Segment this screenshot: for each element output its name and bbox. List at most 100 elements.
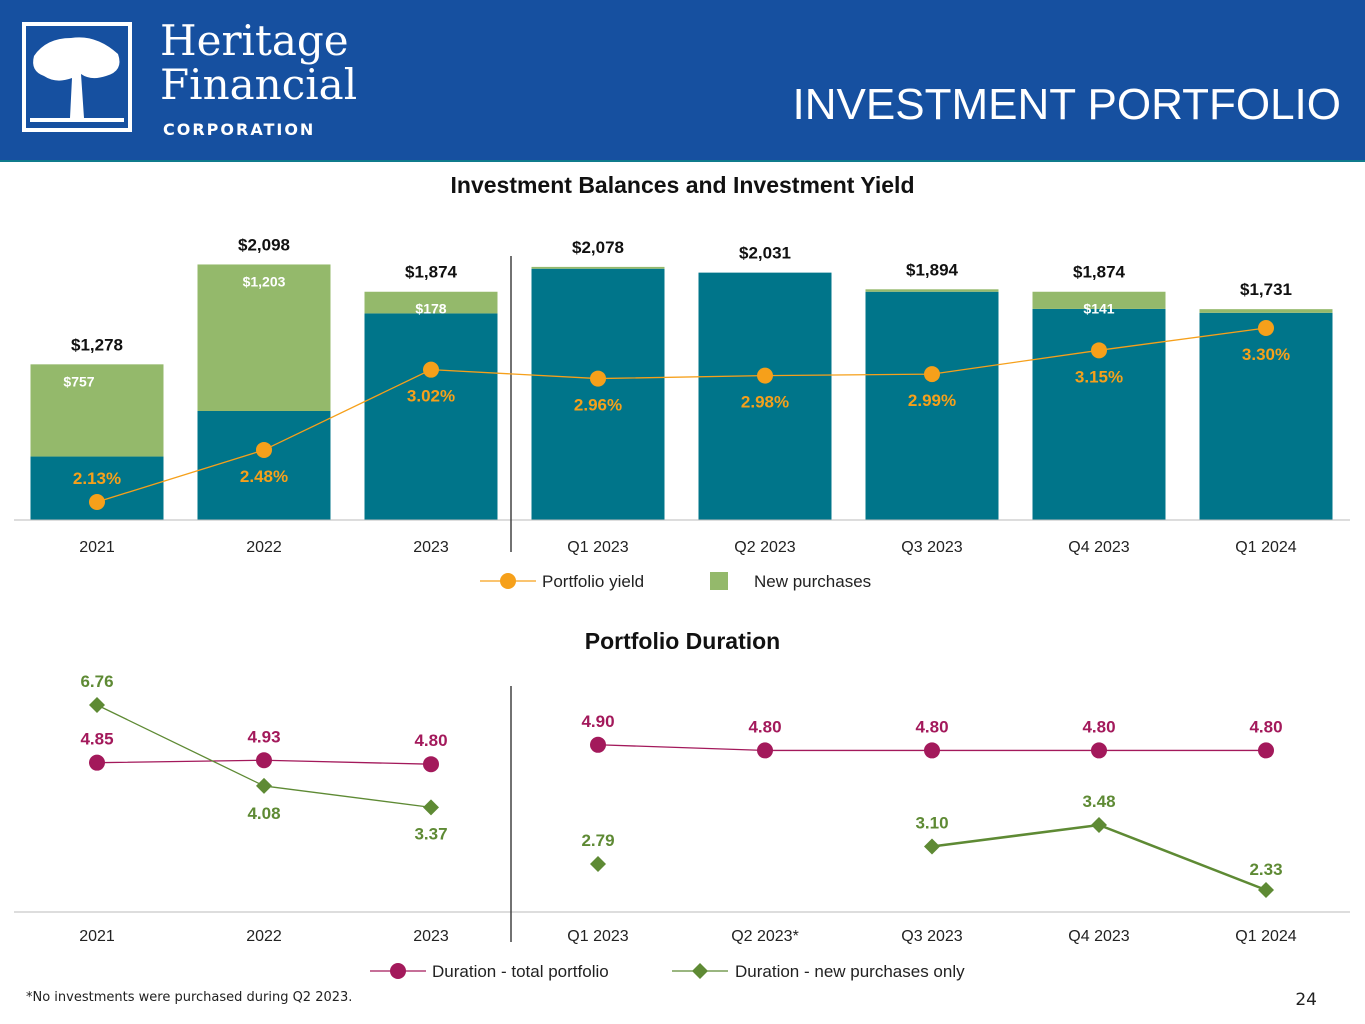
bar-total-label: $2,031 — [739, 244, 791, 263]
bar-total-label: $1,731 — [1240, 280, 1292, 299]
total-duration-label: 4.85 — [80, 730, 113, 749]
x-tick-label: 2023 — [413, 928, 449, 945]
total-duration-point — [1091, 742, 1107, 759]
yield-label: 2.96% — [574, 396, 622, 415]
bar-new-purchases — [30, 364, 164, 457]
x-tick-label: 2023 — [413, 539, 449, 556]
bar-new-purchases — [197, 264, 331, 411]
total-duration-point — [924, 742, 940, 759]
x-tick-label: Q1 2024 — [1235, 539, 1296, 556]
total-duration-point — [89, 754, 105, 771]
yield-point — [590, 370, 606, 387]
bar-balance — [865, 291, 999, 520]
yield-label: 3.30% — [1242, 345, 1290, 364]
yield-point — [757, 367, 773, 384]
new-purchase-label: 4.08 — [247, 804, 280, 823]
bar-purchase-label: $141 — [1083, 301, 1114, 317]
legend-new-label: Duration - new purchases only — [735, 962, 965, 981]
legend-total-label: Duration - total portfolio — [432, 962, 609, 981]
header: Heritage Financial CORPORATION INVESTMEN… — [0, 0, 1365, 162]
bar-balance — [1032, 308, 1166, 520]
yield-label: 3.15% — [1075, 367, 1123, 386]
new-purchase-label: 6.76 — [80, 672, 113, 691]
bar-total-label: $2,078 — [572, 238, 624, 257]
bar-purchase-label: $757 — [63, 373, 94, 389]
new-purchase-point — [590, 856, 606, 872]
bar-total-label: $1,278 — [71, 335, 123, 354]
page-title: INVESTMENT PORTFOLIO — [792, 80, 1341, 129]
bar-new-purchases — [1032, 291, 1166, 309]
new-purchase-point — [1091, 817, 1107, 834]
tree-logo-icon — [22, 22, 132, 132]
new-purchase-point — [1258, 881, 1274, 898]
yield-label: 2.99% — [908, 391, 956, 410]
bar-balance — [364, 313, 498, 520]
x-tick-label: 2022 — [246, 928, 282, 945]
new-purchase-label: 3.37 — [414, 824, 447, 843]
bar-total-label: $1,894 — [906, 260, 959, 279]
legend-purchases-swatch — [710, 572, 728, 590]
new-purchase-point — [89, 697, 105, 713]
yield-point — [1258, 320, 1274, 337]
new-purchase-point — [423, 799, 439, 816]
bar-new-purchases — [364, 291, 498, 314]
x-tick-label: 2022 — [246, 539, 282, 556]
total-duration-point — [590, 736, 606, 753]
x-tick-label: 2021 — [79, 928, 115, 945]
x-tick-label: Q1 2023 — [567, 539, 628, 556]
new-purchase-label: 2.79 — [581, 831, 614, 850]
bar-purchase-label: $178 — [415, 301, 446, 317]
bar-balance — [531, 268, 665, 520]
total-duration-label: 4.80 — [915, 717, 948, 736]
bar-new-purchases — [865, 289, 999, 292]
new-purchase-label: 3.48 — [1082, 792, 1115, 811]
bar-purchase-label: $1,203 — [243, 273, 286, 289]
total-duration-point — [256, 752, 272, 769]
page-number: 24 — [1295, 990, 1317, 1010]
yield-point — [256, 441, 272, 458]
legend-yield-label: Portfolio yield — [542, 572, 644, 591]
bar-balance — [698, 272, 832, 520]
legend-purchases-label: New purchases — [754, 572, 871, 591]
total-duration-label: 4.80 — [1082, 717, 1115, 736]
total-duration-label: 4.93 — [247, 727, 280, 746]
x-tick-label: Q1 2023 — [567, 928, 628, 945]
x-tick-label: Q2 2023* — [731, 928, 799, 945]
new-purchase-label: 3.10 — [915, 813, 948, 832]
yield-point — [1091, 342, 1107, 359]
x-tick-label: Q4 2023 — [1068, 928, 1129, 945]
chart-title-balances: Investment Balances and Investment Yield — [450, 172, 915, 198]
bar-total-label: $2,098 — [238, 235, 290, 254]
brand-subtitle: CORPORATION — [163, 120, 316, 139]
total-duration-label: 4.80 — [748, 717, 781, 736]
bar-balance — [30, 456, 164, 520]
x-tick-label: Q4 2023 — [1068, 539, 1129, 556]
total-duration-label: 4.80 — [414, 731, 447, 750]
legend-yield-marker — [500, 573, 516, 589]
total-duration-label: 4.80 — [1249, 717, 1282, 736]
x-tick-label: Q3 2023 — [901, 539, 962, 556]
yield-point — [89, 494, 105, 510]
new-purchase-label: 2.33 — [1249, 860, 1282, 879]
total-duration-label: 4.90 — [581, 712, 614, 731]
bar-total-label: $1,874 — [1073, 263, 1126, 282]
total-duration-point — [757, 742, 773, 759]
x-tick-label: 2021 — [79, 539, 115, 556]
bar-new-purchases — [1199, 309, 1333, 313]
yield-label: 2.98% — [741, 393, 789, 412]
legend-total-marker — [390, 963, 406, 979]
yield-line — [96, 327, 1267, 503]
legend-new-marker — [692, 963, 708, 979]
bar-total-label: $1,874 — [405, 263, 458, 282]
yield-label: 2.13% — [73, 469, 121, 488]
total-duration-point — [423, 756, 439, 773]
x-tick-label: Q1 2024 — [1235, 928, 1296, 945]
yield-label: 2.48% — [240, 467, 288, 486]
footnote: *No investments were purchased during Q2… — [26, 990, 353, 1005]
new-purchase-point — [256, 777, 272, 794]
bar-balance — [1199, 312, 1333, 520]
total-duration-point — [1258, 742, 1274, 759]
chart-title-duration: Portfolio Duration — [584, 628, 781, 654]
brand-name: Heritage — [160, 16, 349, 65]
